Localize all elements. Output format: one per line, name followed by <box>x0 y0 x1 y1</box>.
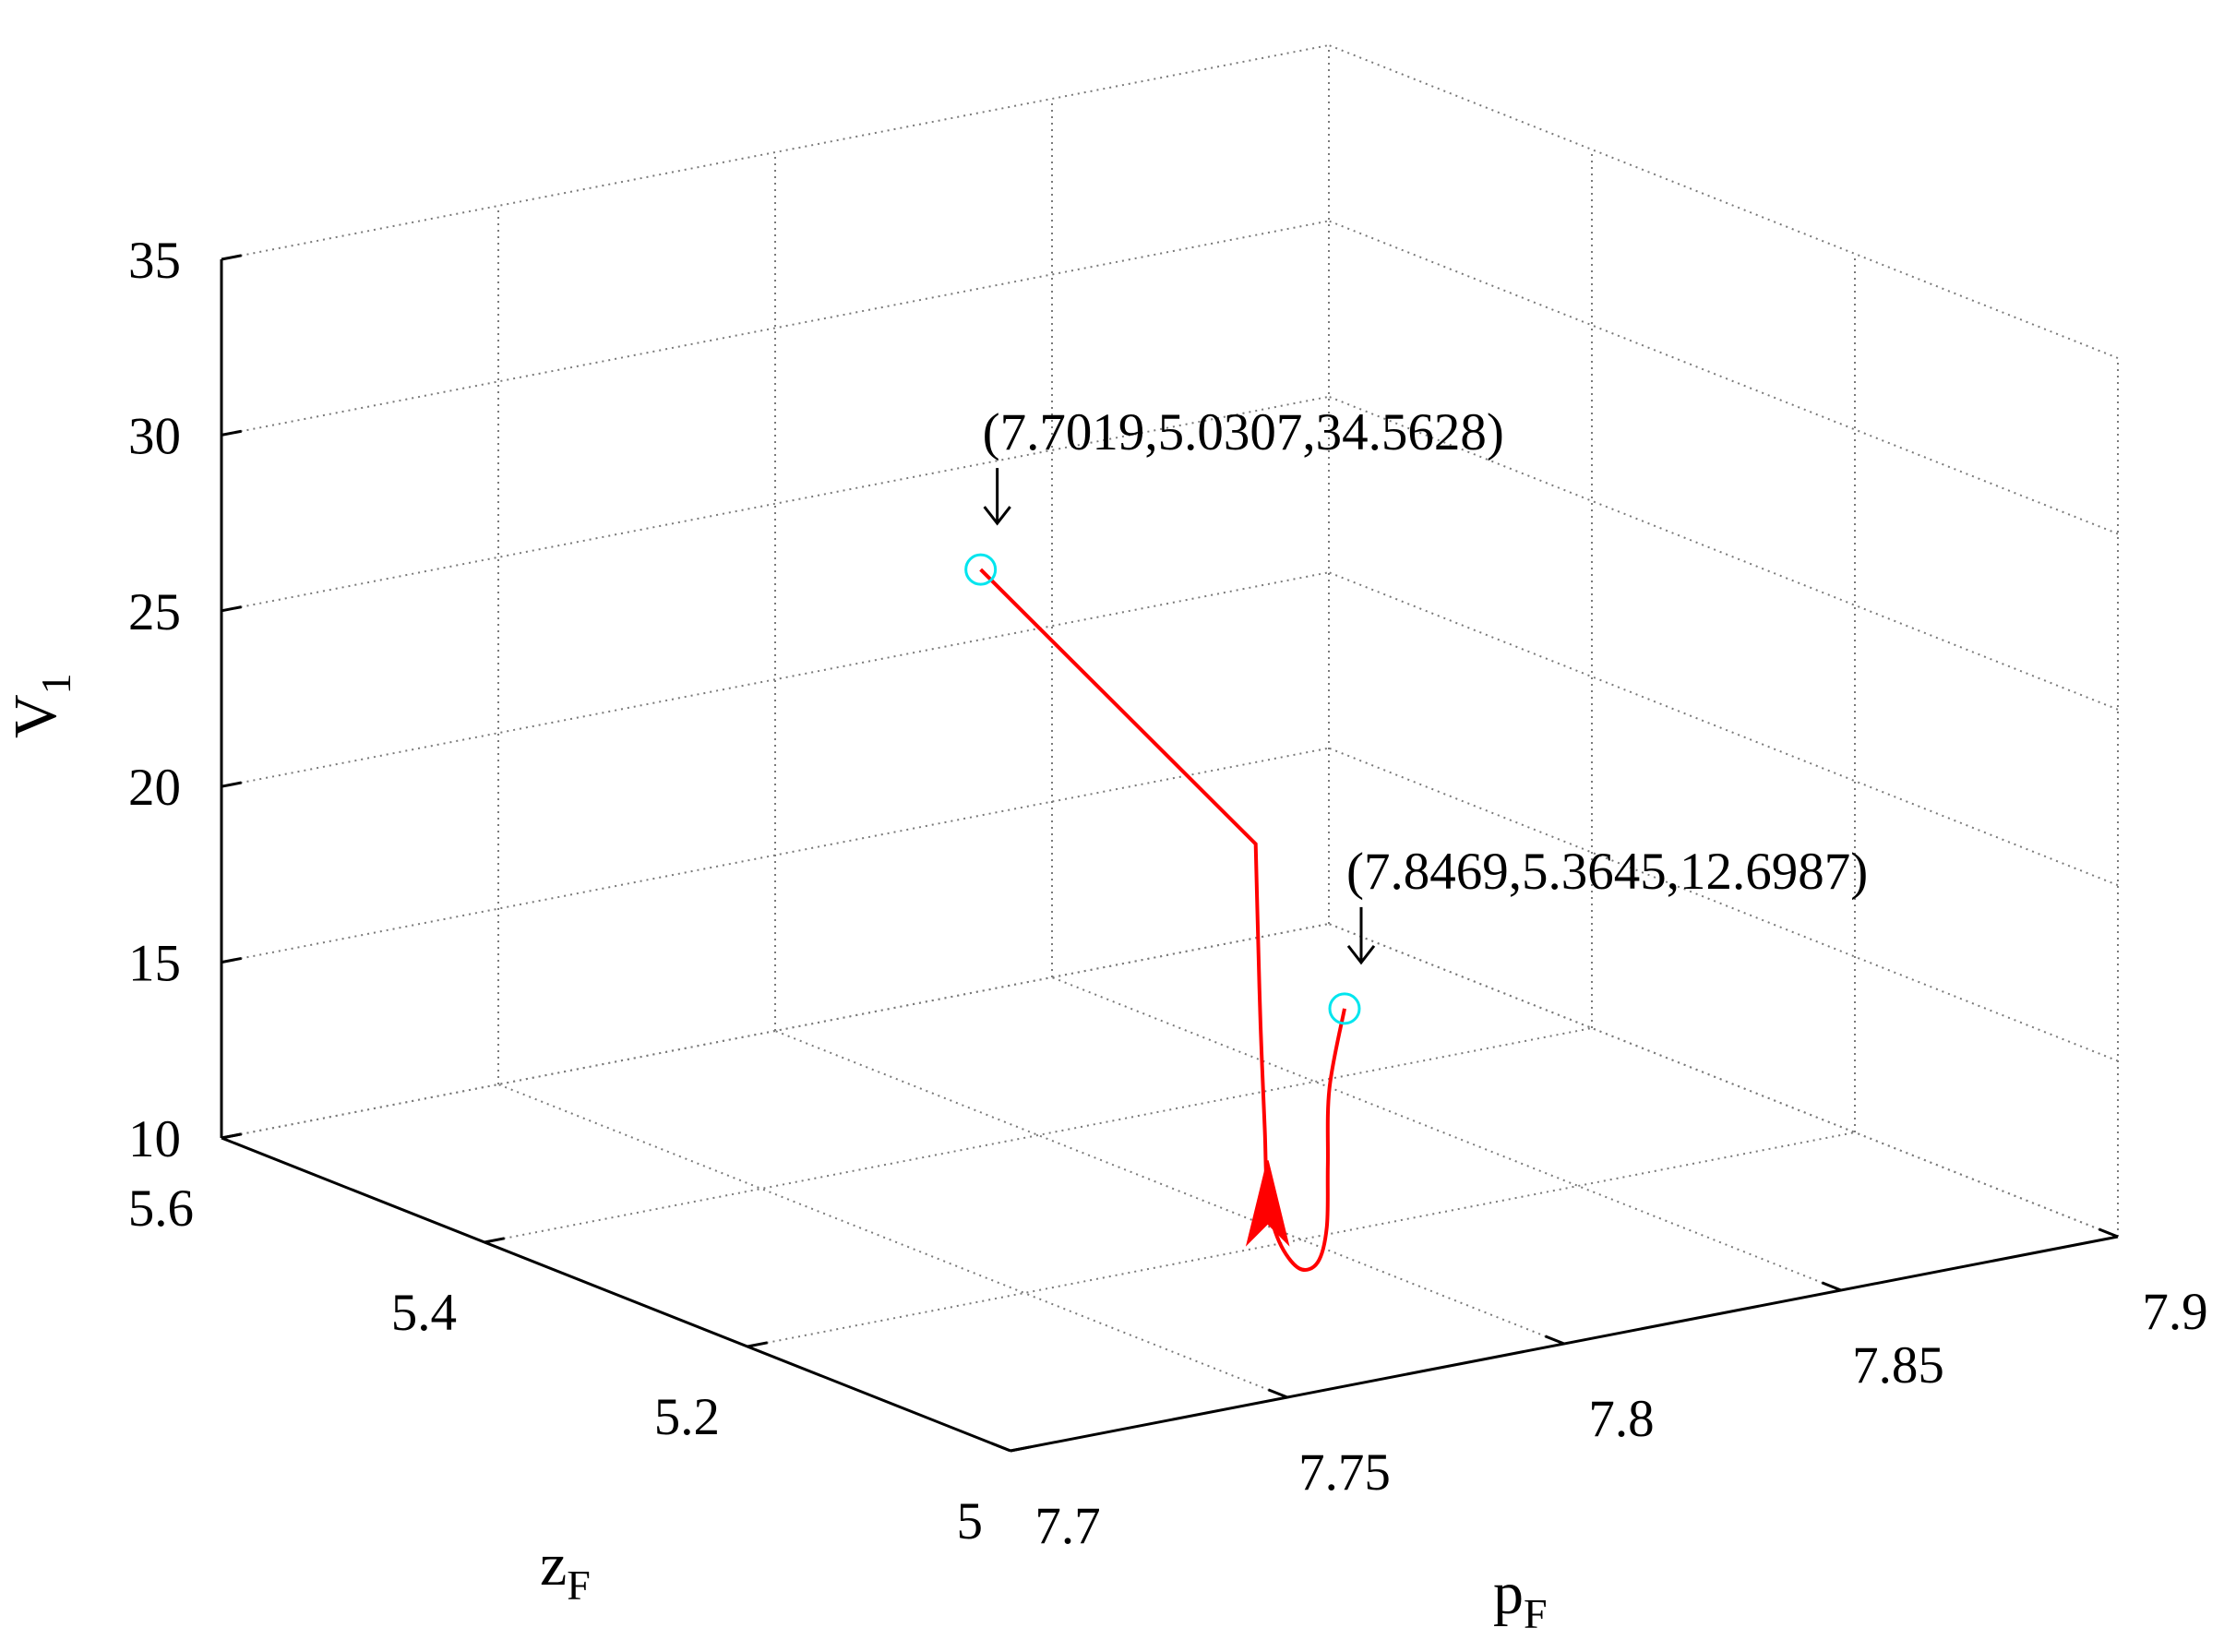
z-axis-label: V1 <box>2 673 79 738</box>
z-tick-label: 25 <box>128 583 181 641</box>
x-tick-mark <box>1821 1281 1842 1292</box>
y-tick-label: 5.2 <box>654 1388 720 1446</box>
grid-line-floor-x <box>1328 923 2119 1238</box>
annotation-arrow-head <box>983 506 1011 526</box>
z-tick-mark <box>221 956 242 964</box>
y-tick-mark <box>484 1237 505 1244</box>
grid-line-backwall-z <box>221 44 1330 260</box>
endpoint-marker <box>1328 992 1361 1025</box>
ticks-layer: 7.7 7.75 7.8 7.85 7.9 5 5.2 5.4 5.6 10 15 20 25 30 35 <box>128 232 2208 1555</box>
trajectory-line <box>979 568 1346 1272</box>
x-tick-mark <box>990 1442 1011 1453</box>
grid-line-sidewall-z <box>1328 571 2119 887</box>
grid-line-backwall-z <box>221 923 1330 1139</box>
y-tick-label: 5.6 <box>128 1179 194 1238</box>
x-tick-label: 7.8 <box>1588 1390 1654 1448</box>
grid-line-floor-x <box>497 1083 1288 1398</box>
x-tick-label: 7.85 <box>1852 1336 1944 1395</box>
y-tick-mark <box>747 1341 768 1348</box>
grid-line-floor-y <box>747 1131 1856 1347</box>
annotations-layer: (7.7019,5.0307,34.5628) (7.8469,5.3645,12… <box>964 403 1868 1025</box>
z-tick-label: 35 <box>128 232 181 290</box>
z-tick-label: 30 <box>128 407 181 465</box>
x-tick-label: 7.9 <box>2142 1283 2207 1341</box>
grid-line-sidewall-z <box>1328 747 2119 1062</box>
grid-line-floor-y <box>484 1027 1593 1243</box>
grid-line-floor-x <box>1051 976 1842 1291</box>
x-tick-mark <box>2098 1227 2119 1239</box>
y-tick-label: 5.4 <box>391 1284 457 1342</box>
x-tick-label: 7.75 <box>1298 1443 1391 1502</box>
grid-line-backwall-z <box>221 747 1330 964</box>
series-layer <box>979 568 1346 1272</box>
z-tick-mark <box>221 254 242 261</box>
grid-layer <box>221 44 2119 1452</box>
z-tick-label: 10 <box>128 1110 181 1168</box>
z-tick-label: 20 <box>128 759 181 817</box>
grid-line-backwall-z <box>221 220 1330 437</box>
grid-line-backwall-z <box>221 571 1330 788</box>
x-tick-label: 7.7 <box>1034 1497 1100 1555</box>
y-axis-label: zF <box>540 1531 591 1609</box>
grid-line-sidewall-z <box>1328 44 2119 359</box>
x-tick-mark <box>1267 1388 1288 1399</box>
endpoint-marker <box>964 553 998 586</box>
x-tick-mark <box>1544 1335 1565 1346</box>
z-tick-mark <box>221 781 242 788</box>
endpoint-annotation-label: (7.7019,5.0307,34.5628) <box>983 403 1504 461</box>
annotation-arrow-head <box>1346 944 1376 965</box>
z-tick-label: 15 <box>128 935 181 993</box>
grid-line-sidewall-z <box>1328 923 2119 1238</box>
endpoint-annotation-label: (7.8469,5.3645,12.6987) <box>1346 843 1868 901</box>
z-tick-mark <box>221 429 242 437</box>
grid-line-backwall-z <box>221 395 1330 612</box>
x-axis-label: pF <box>1493 1560 1548 1637</box>
y-tick-mark <box>1010 1445 1031 1453</box>
y-tick-label: 5 <box>957 1492 984 1550</box>
z-tick-mark <box>221 1132 242 1140</box>
grid-line-floor-x <box>774 1030 1565 1345</box>
trajectory-arrow-head <box>1245 1160 1290 1247</box>
z-tick-mark <box>221 605 242 613</box>
grid-line-sidewall-z <box>1328 220 2119 535</box>
y-axis-line <box>221 1136 1011 1453</box>
